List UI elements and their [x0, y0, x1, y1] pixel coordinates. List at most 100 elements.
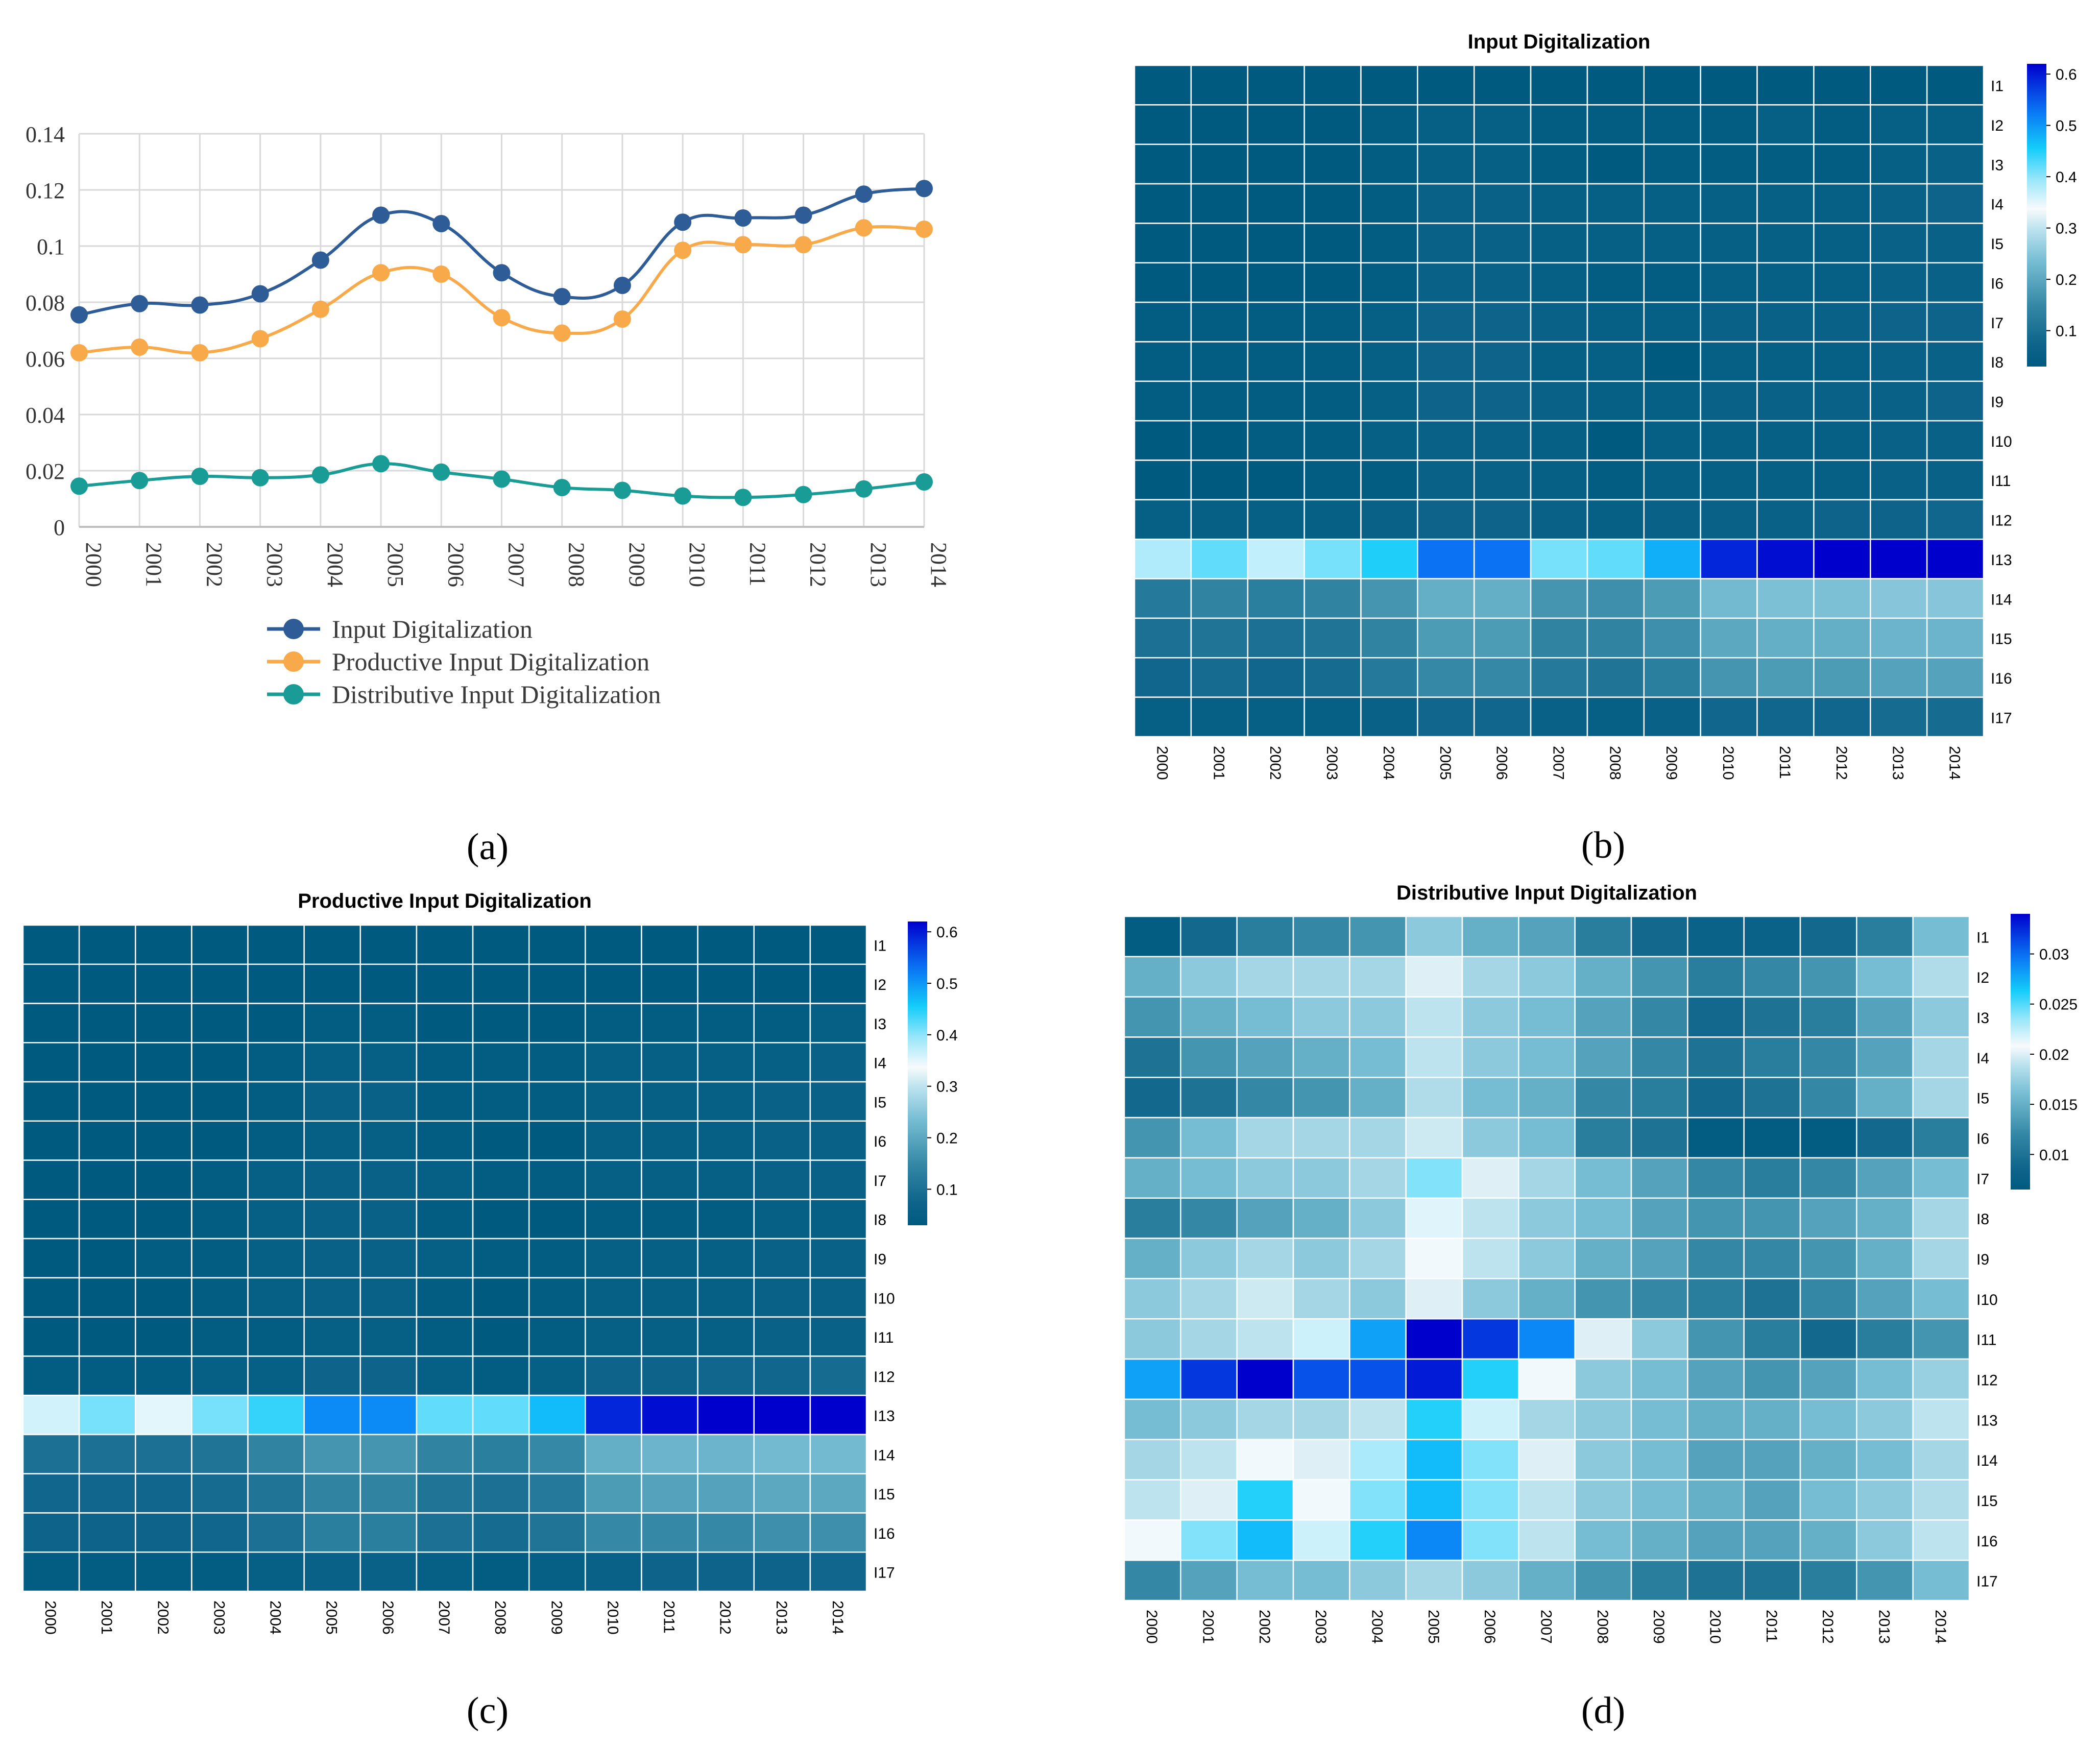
heatmap-cell	[1743, 915, 1801, 958]
data-point	[191, 344, 209, 361]
heatmap-cell	[1756, 262, 1815, 303]
heatmap-cell	[1630, 1358, 1688, 1400]
heatmap-cell	[697, 1159, 755, 1200]
heatmap-cell	[1926, 183, 1985, 224]
heatmap-cell	[359, 1512, 418, 1553]
heatmap-cell	[1870, 143, 1928, 185]
heatmap-cell	[1461, 1238, 1519, 1279]
heatmap-cell	[1756, 578, 1815, 619]
heatmap-cell	[1417, 499, 1475, 540]
heatmap-cell	[1756, 301, 1815, 343]
heatmap-cell	[1856, 1398, 1914, 1440]
heatmap-cell	[1586, 696, 1645, 738]
heatmap-cell	[1123, 1278, 1181, 1320]
row-label: I7	[874, 1173, 886, 1190]
heatmap-cell	[1700, 696, 1758, 738]
heatmap-cell	[1236, 1398, 1294, 1440]
heatmap-cell	[1643, 578, 1701, 619]
heatmap-cell	[1870, 657, 1928, 698]
heatmap-cell	[1473, 617, 1532, 659]
row-label: I17	[1991, 710, 2012, 726]
heatmap-cell	[809, 1159, 867, 1200]
data-point	[70, 344, 88, 361]
heatmap-cell	[1180, 1077, 1238, 1119]
heatmap-cell	[1574, 1157, 1632, 1199]
heatmap-cell	[1743, 1439, 1801, 1481]
heatmap-cell	[1586, 183, 1645, 224]
heatmap-cell	[1518, 996, 1576, 1038]
heatmap-cell	[1292, 1358, 1350, 1400]
heatmap-cell	[22, 1473, 80, 1514]
heatmap-cell	[641, 1551, 698, 1592]
heatmap-cell	[697, 1434, 755, 1474]
colorbar-tick-label: 0.6	[2056, 66, 2077, 83]
column-label: 2009	[1663, 746, 1680, 780]
heatmap-cell	[1360, 223, 1418, 264]
heatmap-cell	[1574, 1559, 1632, 1602]
heatmap-cell	[472, 1042, 530, 1083]
heatmap-cell	[1643, 420, 1701, 461]
heatmap-cell	[303, 1277, 361, 1318]
data-point	[311, 251, 329, 269]
heatmap-cell	[753, 1434, 811, 1474]
heatmap-cell	[247, 963, 305, 1004]
heatmap-cell	[1417, 459, 1475, 501]
heatmap-cell	[1190, 183, 1248, 224]
column-label: 2013	[1876, 1610, 1893, 1644]
heatmap-cell	[1473, 301, 1532, 343]
y-tick-label: 0.04	[26, 403, 65, 428]
heatmap-cell	[1190, 459, 1248, 501]
legend-label: Distributive Input Digitalization	[332, 680, 661, 709]
heatmap-cell	[135, 963, 192, 1004]
heatmap-cell	[416, 1473, 474, 1514]
heatmap-cell	[1123, 1519, 1181, 1561]
heatmap-cell	[1236, 1559, 1294, 1602]
heatmap-cell	[1687, 996, 1745, 1038]
heatmap-cell	[359, 963, 418, 1004]
column-label: 2004	[267, 1600, 284, 1635]
heatmap-cell	[1756, 341, 1815, 382]
heatmap-cell	[1574, 1439, 1632, 1481]
heatmap-cell	[416, 1316, 474, 1357]
row-label: I17	[874, 1565, 895, 1582]
heatmap-cell	[1190, 64, 1248, 106]
heatmap-cell	[1190, 696, 1248, 738]
legend-label: Productive Input Digitalization	[332, 647, 649, 676]
heatmap-cell	[1870, 64, 1928, 106]
heatmap-cell	[1912, 1358, 1970, 1400]
heatmap-cell	[1304, 183, 1362, 224]
heatmap-cell	[1799, 1157, 1857, 1199]
heatmap-cell	[191, 1238, 249, 1279]
heatmap-cell	[1133, 538, 1192, 579]
legend-label: Input Digitalization	[332, 615, 533, 643]
heatmap-cell	[78, 1551, 136, 1592]
heatmap-cell	[247, 1042, 305, 1083]
heatmap-cell	[22, 1199, 80, 1240]
column-label: 2011	[661, 1600, 678, 1634]
heatmap-cell	[1518, 1238, 1576, 1279]
heatmap-cell	[1926, 64, 1985, 106]
heatmap-cell	[416, 1159, 474, 1200]
heatmap-cell	[1461, 1559, 1519, 1602]
row-label: I14	[1976, 1452, 1998, 1469]
heatmap-cell	[1574, 1318, 1632, 1360]
heatmap-cell	[1133, 657, 1192, 698]
heatmap-cell	[1586, 459, 1645, 501]
column-label: 2010	[1707, 1610, 1724, 1644]
heatmap-cell	[1247, 341, 1305, 382]
heatmap-cell	[1799, 1197, 1857, 1239]
heatmap-cell	[1292, 1278, 1350, 1320]
heatmap-cell	[641, 924, 698, 965]
heatmap-cell	[1417, 341, 1475, 382]
heatmap-cell	[135, 1003, 192, 1044]
heatmap-cell	[1630, 1036, 1688, 1078]
heatmap-cell	[359, 1199, 418, 1240]
heatmap-cell	[1912, 1197, 1970, 1239]
heatmap-cell	[1799, 1318, 1857, 1360]
heatmap-cell	[1461, 915, 1519, 958]
heatmap-cell	[1180, 1036, 1238, 1078]
row-label: I11	[874, 1329, 894, 1346]
heatmap-cell	[641, 1003, 698, 1044]
